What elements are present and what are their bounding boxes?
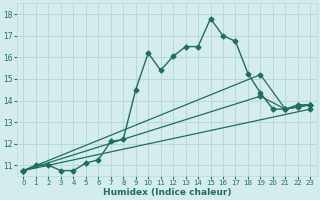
X-axis label: Humidex (Indice chaleur): Humidex (Indice chaleur) — [103, 188, 231, 197]
